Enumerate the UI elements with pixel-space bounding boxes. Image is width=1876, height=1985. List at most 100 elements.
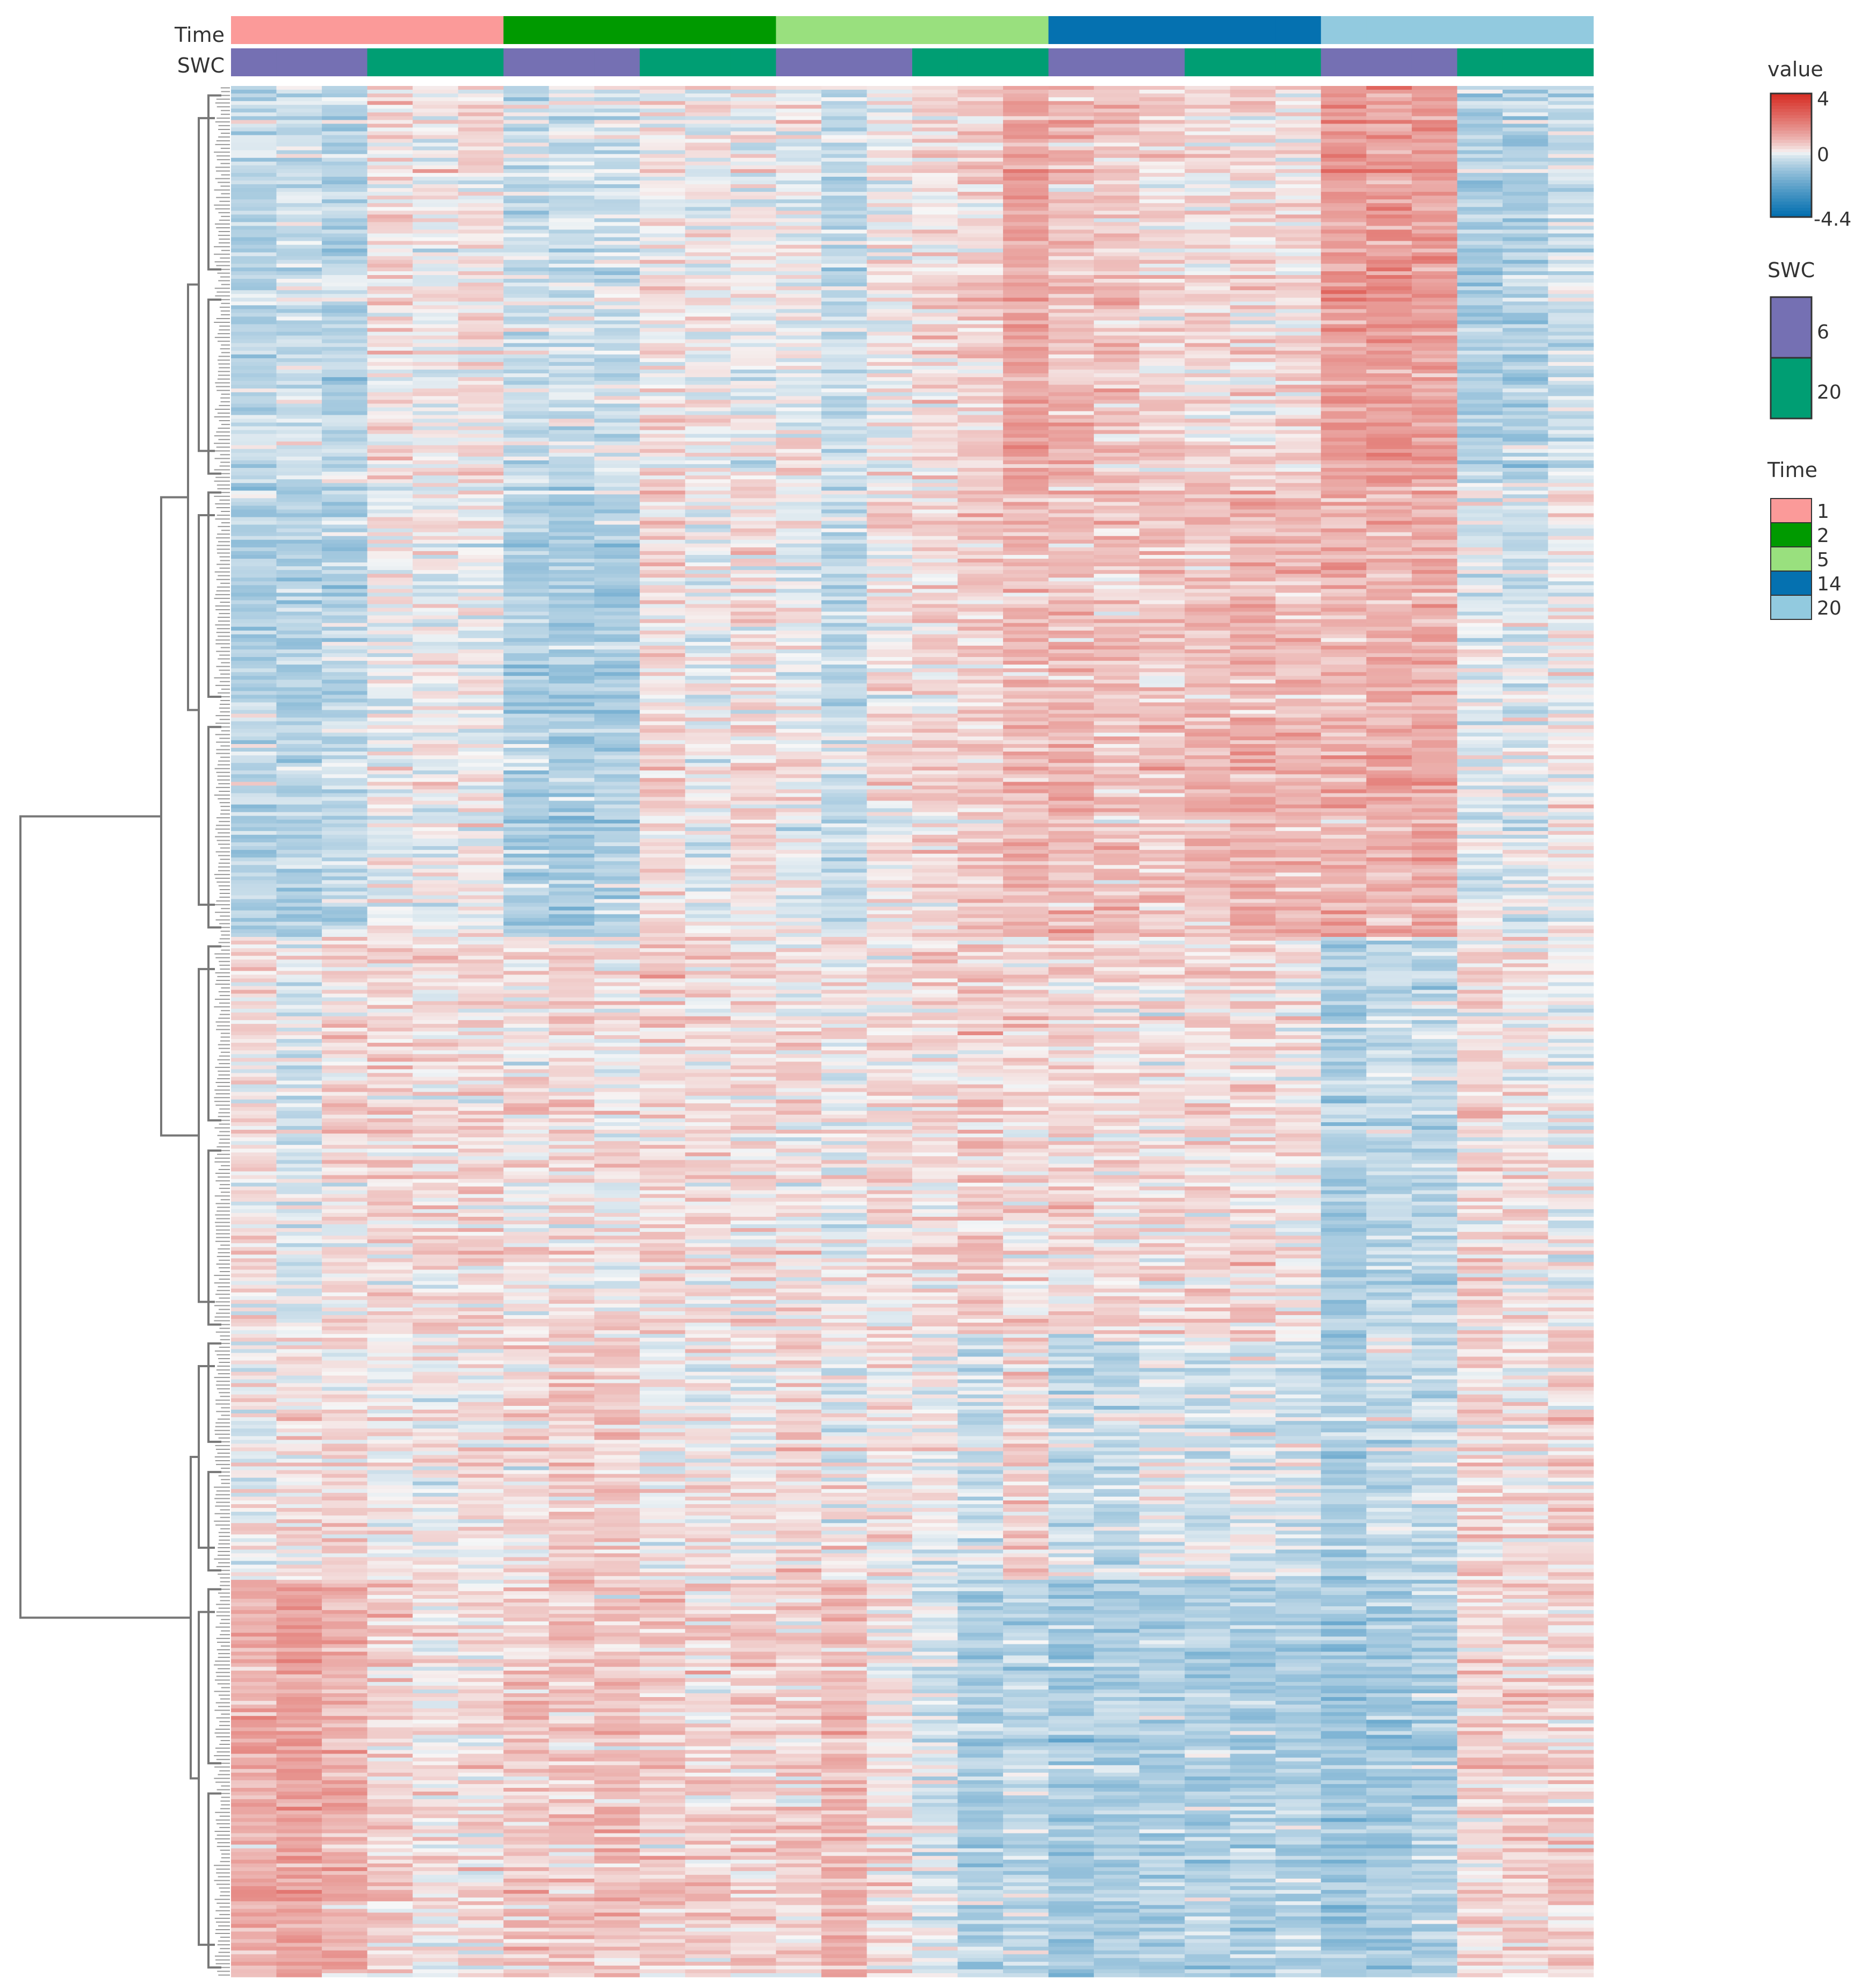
heatmap-cell <box>594 279 640 283</box>
heatmap-cell <box>322 86 368 90</box>
heatmap-cell <box>1411 252 1457 257</box>
heatmap-cell <box>1094 154 1140 158</box>
heatmap-cell <box>1230 109 1276 113</box>
heatmap-cell <box>1457 305 1503 309</box>
heatmap-cell <box>867 244 913 249</box>
heatmap-cell <box>231 426 277 431</box>
heatmap-cell <box>685 547 731 552</box>
heatmap-cell <box>867 275 913 279</box>
heatmap-cell <box>685 562 731 567</box>
heatmap-cell <box>503 286 550 291</box>
heatmap-cell <box>1321 165 1367 170</box>
heatmap-cell <box>1321 543 1367 548</box>
heatmap-cell <box>1411 547 1457 552</box>
heatmap-cell <box>549 418 595 423</box>
heatmap-cell <box>1139 638 1185 643</box>
heatmap-cell <box>776 358 822 363</box>
heatmap-cell <box>1366 532 1412 537</box>
heatmap-cell <box>1139 358 1185 363</box>
heatmap-cell <box>1411 320 1457 325</box>
heatmap-cell <box>776 498 822 502</box>
heatmap-cell <box>1457 105 1503 109</box>
heatmap-cell <box>322 502 368 506</box>
heatmap-cell <box>1502 475 1548 480</box>
heatmap-cell <box>458 449 504 453</box>
heatmap-cell <box>458 422 504 427</box>
heatmap-cell <box>1139 524 1185 529</box>
heatmap-cell <box>1502 596 1548 601</box>
heatmap-cell <box>1275 521 1322 525</box>
heatmap-cell <box>276 638 322 643</box>
heatmap-cell <box>1048 528 1094 533</box>
heatmap-cell <box>594 165 640 170</box>
heatmap-cell <box>1275 464 1322 468</box>
heatmap-cell <box>685 305 731 309</box>
heatmap-cell <box>231 237 277 242</box>
heatmap-cell <box>458 415 504 420</box>
heatmap-cell <box>957 301 1004 306</box>
heatmap-cell <box>413 407 459 412</box>
heatmap-cell <box>730 358 776 363</box>
heatmap-cell <box>231 570 277 574</box>
heatmap-cell <box>957 543 1004 548</box>
heatmap-cell <box>1230 259 1276 264</box>
heatmap-cell <box>867 407 913 412</box>
heatmap-cell <box>1048 608 1094 612</box>
heatmap-cell <box>639 328 686 333</box>
column-annotations <box>231 16 1594 76</box>
heatmap-cell <box>413 199 459 204</box>
heatmap-cell <box>639 105 686 109</box>
heatmap-cell <box>276 350 322 355</box>
heatmap-cell <box>458 172 504 177</box>
heatmap-cell <box>1411 426 1457 431</box>
heatmap-cell <box>1003 248 1049 253</box>
heatmap-cell <box>594 211 640 215</box>
heatmap-cell <box>1230 596 1276 601</box>
heatmap-cell <box>276 479 322 483</box>
heatmap-cell <box>1411 551 1457 555</box>
heatmap-cell <box>1457 298 1503 302</box>
heatmap-cell <box>1502 256 1548 261</box>
heatmap-cell <box>1094 539 1140 544</box>
heatmap-cell <box>957 252 1004 257</box>
heatmap-cell <box>1457 381 1503 385</box>
heatmap-cell <box>1230 574 1276 578</box>
heatmap-cell <box>1003 161 1049 166</box>
heatmap-cell <box>730 626 776 631</box>
heatmap-cell <box>1457 339 1503 344</box>
heatmap-cell <box>549 596 595 601</box>
heatmap-cell <box>503 188 550 192</box>
heatmap-cell <box>639 615 686 620</box>
heatmap-cell <box>685 539 731 544</box>
heatmap-cell <box>776 116 822 120</box>
heatmap-cell <box>1366 347 1412 351</box>
heatmap-cell <box>1003 259 1049 264</box>
heatmap-cell <box>1048 532 1094 537</box>
heatmap-cell <box>1321 120 1367 124</box>
heatmap-cell <box>1094 475 1140 480</box>
heatmap-cell <box>1411 229 1457 234</box>
heatmap-cell <box>639 362 686 366</box>
heatmap-cell <box>957 222 1004 226</box>
heatmap-cell <box>1185 483 1231 487</box>
heatmap-cell <box>276 551 322 555</box>
heatmap-cell <box>1321 142 1367 147</box>
heatmap-cell <box>1185 214 1231 219</box>
heatmap-cell <box>1548 305 1594 309</box>
heatmap-cell <box>276 203 322 207</box>
heatmap-cell <box>458 638 504 643</box>
heatmap-cell <box>1548 294 1594 298</box>
heatmap-cell <box>1457 358 1503 363</box>
heatmap-cell <box>1411 630 1457 635</box>
heatmap-cell <box>231 589 277 593</box>
heatmap-cell <box>503 596 550 601</box>
heatmap-cell <box>1321 570 1367 574</box>
heatmap-cell <box>639 483 686 487</box>
heatmap-cell <box>776 350 822 355</box>
heatmap-cell <box>1548 267 1594 272</box>
heatmap-cell <box>1457 604 1503 609</box>
heatmap-cell <box>957 494 1004 499</box>
heatmap-cell <box>1321 109 1367 113</box>
heatmap-cell <box>912 154 958 158</box>
heatmap-cell <box>912 324 958 329</box>
